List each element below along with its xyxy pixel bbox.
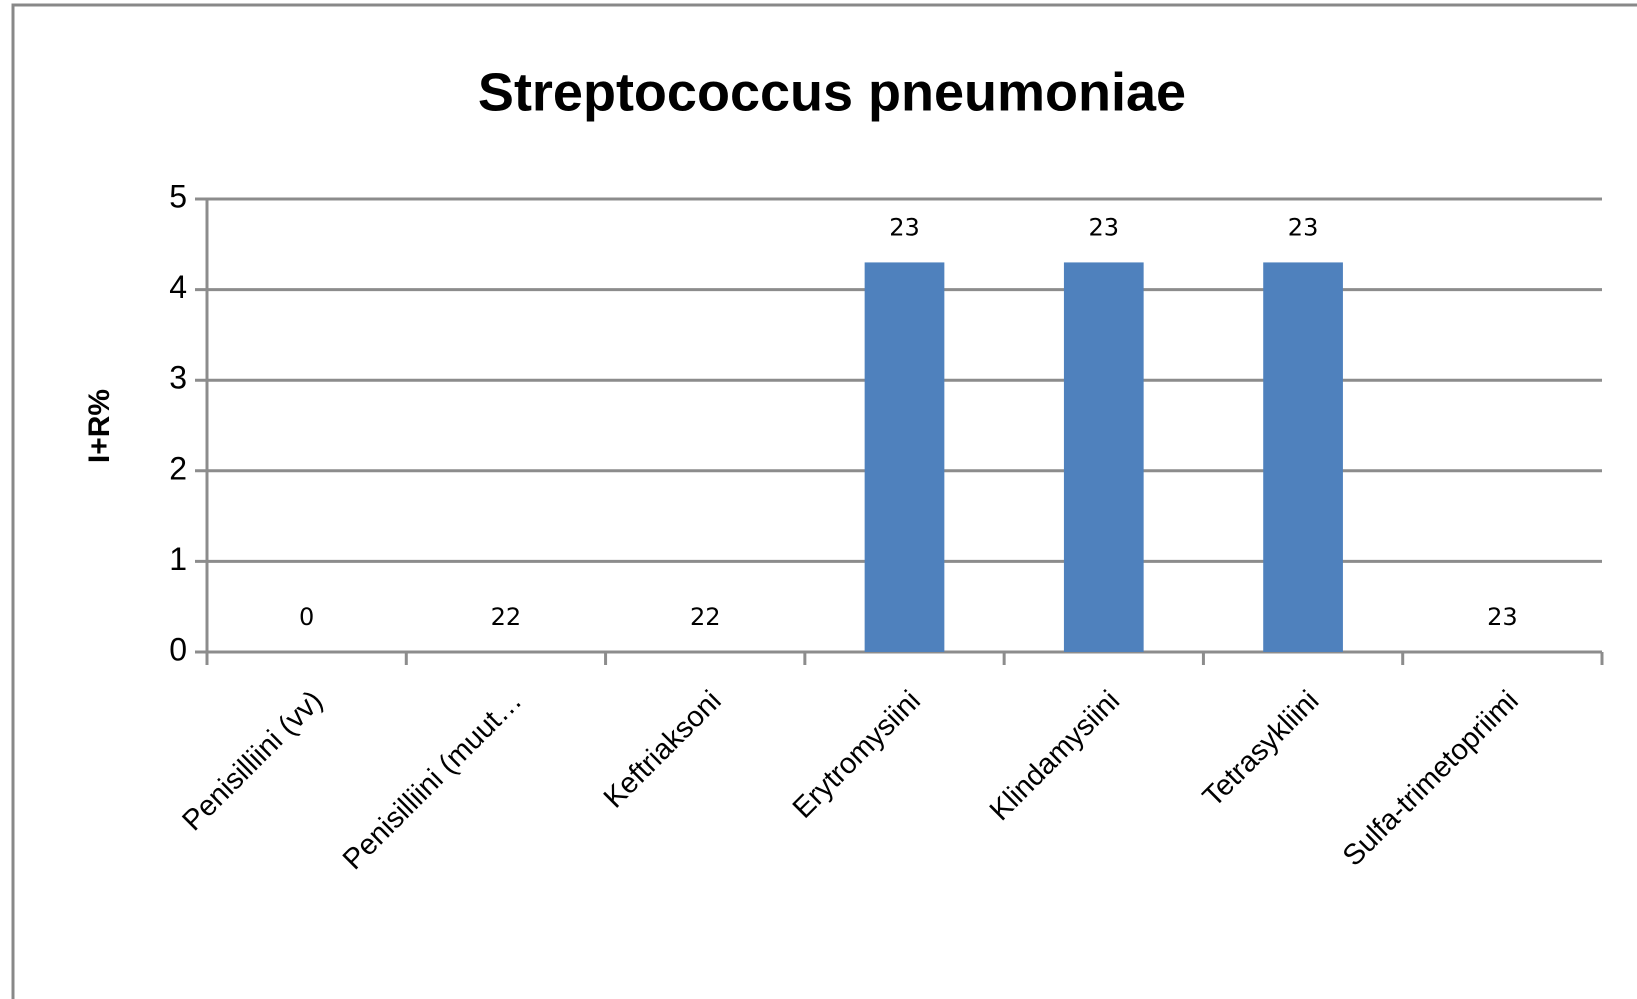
chart-border	[11, 3, 1637, 999]
data-label: 23	[1288, 213, 1319, 241]
data-label: 0	[299, 603, 314, 631]
y-tick-label: 5	[169, 178, 187, 214]
y-tick-label: 1	[169, 541, 187, 577]
y-tick-label: 4	[169, 269, 187, 305]
data-label: 23	[1487, 603, 1518, 631]
data-label: 22	[690, 603, 721, 631]
y-tick-label: 0	[169, 631, 187, 667]
y-tick-label: 2	[169, 450, 187, 486]
y-tick-label: 3	[169, 360, 187, 396]
y-axis-label: I+R%	[83, 389, 116, 463]
chart-title: Streptococcus pneumoniae	[478, 62, 1186, 122]
data-label: 23	[889, 213, 920, 241]
data-label: 23	[1089, 213, 1120, 241]
bar	[864, 262, 945, 652]
data-label: 22	[491, 603, 522, 631]
bar	[1263, 262, 1343, 652]
bar	[1063, 262, 1144, 652]
